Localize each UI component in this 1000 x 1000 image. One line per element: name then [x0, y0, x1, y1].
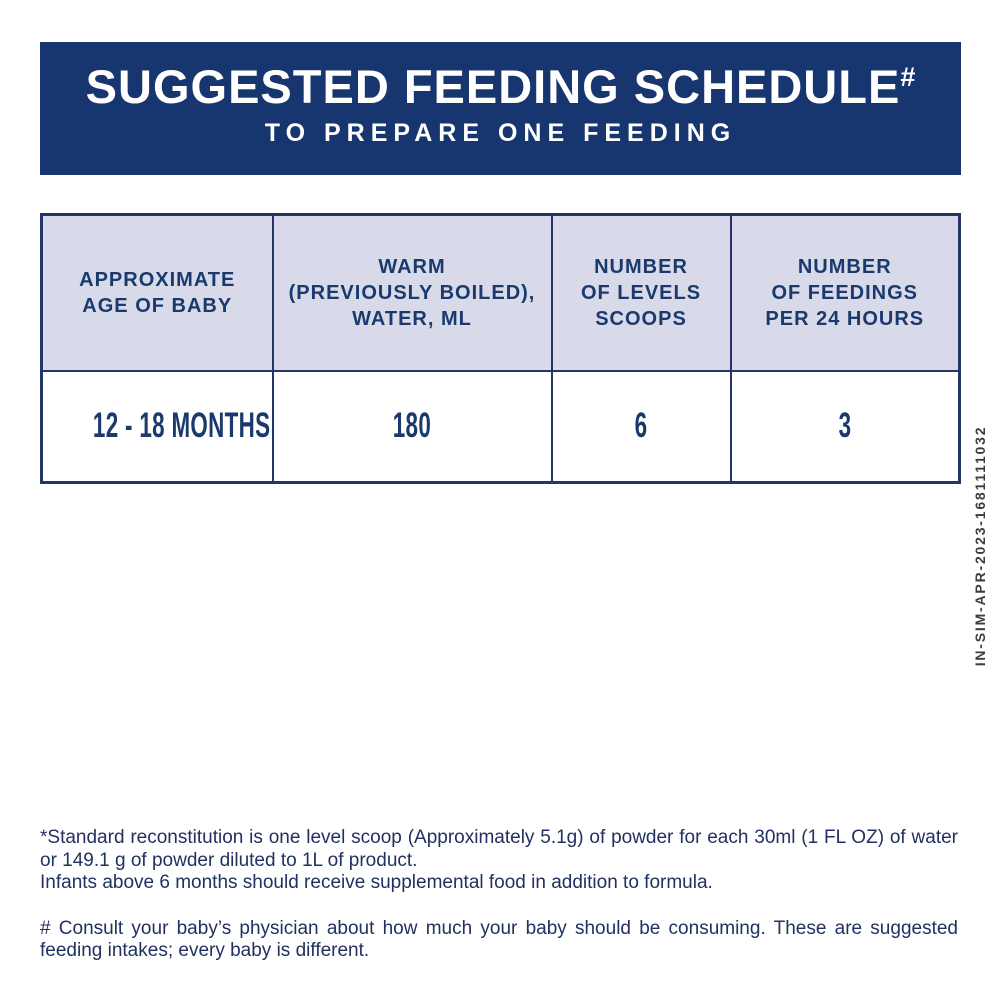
banner-subtitle: TO PREPARE ONE FEEDING: [264, 119, 737, 147]
footnotes: *Standard reconstitution is one level sc…: [40, 827, 958, 986]
cell-scoops-value: 6: [634, 406, 648, 446]
cell-scoops: 6: [550, 369, 732, 484]
footnote-consult-physician: # Consult your baby’s physician about ho…: [40, 917, 958, 962]
table-row: 12 - 18 MONTHS 180 6 3: [40, 369, 961, 484]
banner-title-text: SUGGESTED FEEDING SCHEDULE: [85, 60, 901, 113]
feeding-schedule-table: APPROXIMATE AGE OF BABY WARM (PREVIOUSLY…: [40, 213, 961, 484]
col-header-feedings-per-24-hours: NUMBER OF FEEDINGS PER 24 HOURS: [729, 213, 961, 372]
cell-water-ml: 180: [271, 369, 553, 484]
col-header-warm-water-ml: WARM (PREVIOUSLY BOILED), WATER, ML: [271, 213, 553, 372]
cell-age: 12 - 18 MONTHS: [40, 369, 274, 484]
col-header-level-scoops: NUMBER OF LEVELS SCOOPS: [550, 213, 732, 372]
feeding-schedule-banner: SUGGESTED FEEDING SCHEDULE# TO PREPARE O…: [40, 42, 961, 175]
cell-feedings-value: 3: [838, 406, 852, 446]
cell-feedings: 3: [729, 369, 961, 484]
banner-title-superscript: #: [900, 62, 916, 92]
batch-code-vertical: IN-SIM-APR-2023-1681111032: [972, 425, 988, 667]
cell-age-value: 12 - 18 MONTHS: [92, 406, 271, 446]
col-header-approximate-age: APPROXIMATE AGE OF BABY: [40, 213, 274, 372]
banner-title: SUGGESTED FEEDING SCHEDULE#: [40, 42, 961, 110]
cell-water-ml-value: 180: [392, 406, 432, 446]
table-header-row: APPROXIMATE AGE OF BABY WARM (PREVIOUSLY…: [40, 213, 961, 372]
footnote-reconstitution: *Standard reconstitution is one level sc…: [40, 827, 958, 893]
